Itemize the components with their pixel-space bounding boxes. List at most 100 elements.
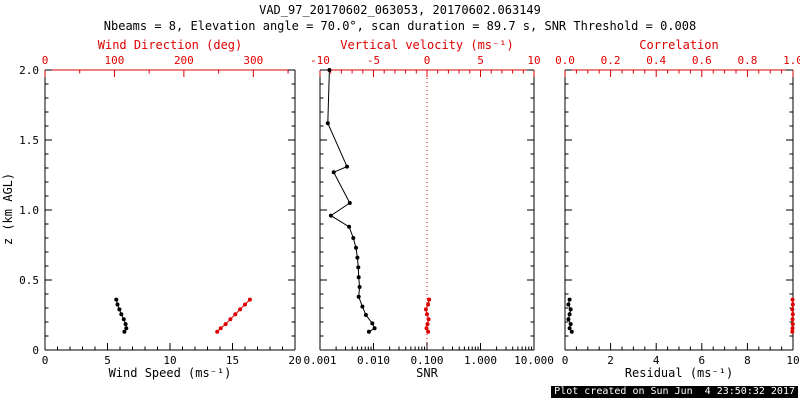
tick-label: 100 bbox=[105, 54, 125, 67]
tick-label: 1.5 bbox=[19, 134, 39, 147]
tick-label: 0.100 bbox=[410, 354, 443, 367]
tick-label: 5 bbox=[104, 354, 111, 367]
tick-label: 1.0 bbox=[783, 54, 800, 67]
snr-profile-marker bbox=[347, 201, 352, 205]
tick-label: 0 bbox=[424, 54, 431, 67]
vertical-velocity-marker bbox=[426, 302, 431, 307]
snr-profile-marker bbox=[356, 275, 361, 280]
panel-residual: 0 2 4 6 8 10 0.0 0.2 0.4 0.6 0.8 1.0 bbox=[555, 54, 800, 367]
residual-profile-marker bbox=[567, 326, 572, 331]
tick-label: 1.0 bbox=[19, 204, 39, 217]
tick-label: 5 bbox=[477, 54, 484, 67]
vertical-velocity-axis-title: Vertical velocity (ms⁻¹) bbox=[340, 38, 514, 52]
wind-direction-marker bbox=[218, 326, 223, 331]
wind-direction-axis-title: Wind Direction (deg) bbox=[97, 38, 243, 52]
correlation-marker bbox=[790, 297, 795, 302]
wind-direction-marker bbox=[223, 322, 228, 327]
tick-label: 0 bbox=[42, 54, 49, 67]
tick-label: 10 bbox=[163, 354, 176, 367]
wind-direction-marker bbox=[247, 297, 252, 302]
wind-speed-marker bbox=[119, 312, 124, 317]
residual-profile-marker bbox=[567, 312, 572, 317]
wind-direction-marker bbox=[243, 302, 247, 307]
correlation-marker bbox=[790, 307, 795, 312]
snr-profile-marker bbox=[372, 326, 377, 331]
vertical-velocity-marker bbox=[426, 329, 431, 334]
snr-profile-line bbox=[327, 69, 376, 333]
tick-label: 8 bbox=[744, 354, 751, 367]
wind-speed-marker bbox=[117, 307, 122, 312]
correlation-marker bbox=[790, 326, 795, 331]
snr-profile-marker bbox=[328, 213, 333, 218]
snr-profile-marker bbox=[356, 294, 361, 299]
tick-label: 0.001 bbox=[303, 354, 336, 367]
snr-profile-marker bbox=[345, 164, 349, 169]
tick-label: 20 bbox=[288, 354, 301, 367]
wind-speed-axis-title: Wind Speed (ms⁻¹) bbox=[108, 366, 232, 380]
correlation-marker bbox=[790, 329, 795, 334]
wind-speed-marker bbox=[115, 302, 120, 307]
snr-profile-marker bbox=[354, 245, 358, 250]
snr-profile-marker bbox=[366, 329, 371, 334]
tick-label: 0.2 bbox=[601, 54, 621, 67]
snr-profile-marker bbox=[347, 224, 352, 229]
tick-label: 10 bbox=[527, 54, 540, 67]
tick-label: 10.000 bbox=[514, 354, 554, 367]
residual-profile-marker bbox=[566, 317, 571, 322]
residual-profile-marker bbox=[568, 307, 573, 312]
tick-label: 0.0 bbox=[555, 54, 575, 67]
wind-speed-marker bbox=[124, 326, 129, 331]
wind-speed-marker bbox=[121, 317, 126, 322]
tick-label: 300 bbox=[243, 54, 263, 67]
correlation-marker bbox=[790, 312, 795, 317]
tick-label: -5 bbox=[367, 54, 380, 67]
residual-profile-marker bbox=[569, 329, 574, 334]
residual-profile-marker bbox=[568, 322, 573, 327]
snr-profile-marker bbox=[357, 285, 362, 289]
tick-label: 4 bbox=[653, 354, 660, 367]
plot-title: VAD_97_20170602_063053, 20170602.063149 bbox=[259, 3, 541, 17]
residual-profile-marker bbox=[566, 302, 571, 307]
snr-profile-marker bbox=[325, 121, 330, 126]
tick-label: 0 bbox=[562, 354, 569, 367]
snr-profile-marker bbox=[370, 321, 375, 326]
tick-label: 2 bbox=[607, 354, 614, 367]
residual-profile-marker bbox=[567, 297, 572, 302]
tick-label: 0.010 bbox=[357, 354, 390, 367]
tick-label: 200 bbox=[174, 54, 194, 67]
tick-label: 1.000 bbox=[464, 354, 497, 367]
vertical-velocity-marker bbox=[426, 317, 431, 322]
vertical-velocity-marker bbox=[425, 322, 430, 327]
vertical-velocity-marker bbox=[427, 297, 432, 302]
tick-label: 6 bbox=[698, 354, 705, 367]
snr-profile-marker bbox=[360, 304, 365, 309]
wind-speed-marker bbox=[114, 297, 119, 302]
vertical-velocity-marker bbox=[423, 307, 428, 312]
tick-label: -10 bbox=[310, 54, 330, 67]
vertical-velocity-marker bbox=[425, 312, 429, 317]
wind-speed-marker bbox=[122, 329, 127, 334]
snr-profile-marker bbox=[356, 265, 361, 270]
vertical-velocity-marker bbox=[424, 326, 429, 331]
wind-speed-marker bbox=[123, 322, 128, 327]
wind-direction-marker bbox=[233, 312, 238, 317]
tick-label: 0.6 bbox=[692, 54, 712, 67]
snr-profile-marker bbox=[363, 313, 368, 317]
correlation-marker bbox=[790, 322, 795, 327]
tick-label: 0.8 bbox=[737, 54, 757, 67]
tick-label: 2.0 bbox=[19, 64, 39, 77]
plot-subtitle: Nbeams = 8, Elevation angle = 70.0°, sca… bbox=[103, 19, 697, 33]
residual-axis-title: Residual (ms⁻¹) bbox=[624, 366, 734, 380]
tick-label: 0.5 bbox=[19, 274, 39, 287]
snr-profile-marker bbox=[351, 236, 356, 240]
snr-profile-marker bbox=[355, 255, 360, 260]
correlation-marker bbox=[790, 317, 795, 322]
creation-timestamp: Plot created on Sun Jun 4 23:50:32 2017 bbox=[551, 386, 798, 398]
panel-snr: 0.001 0.010 0.100 1.000 10.000 -10 -5 0 5 10 bbox=[303, 54, 553, 367]
tick-label: 10 bbox=[786, 354, 799, 367]
wind-direction-marker bbox=[228, 317, 233, 322]
tick-label: 0 bbox=[32, 344, 39, 357]
snr-profile-marker bbox=[327, 68, 332, 72]
